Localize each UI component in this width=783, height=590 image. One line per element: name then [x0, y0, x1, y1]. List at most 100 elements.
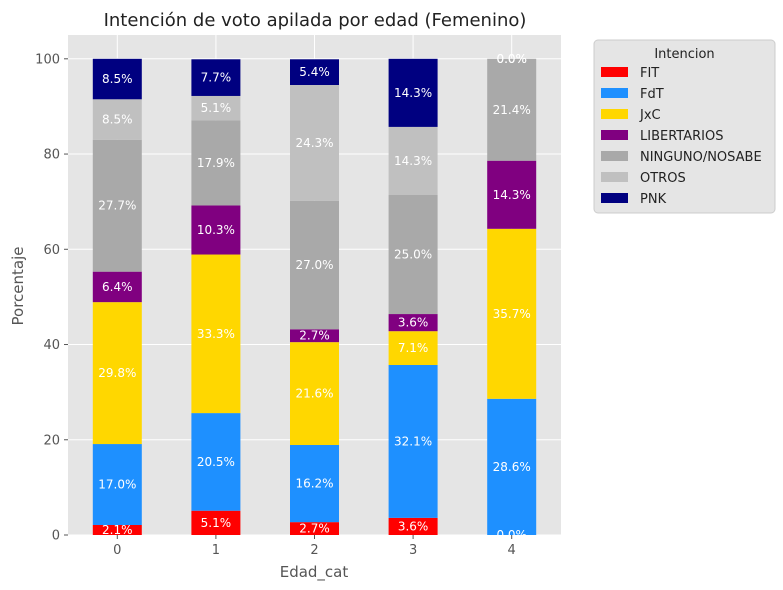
bar-segment	[290, 329, 339, 343]
legend-swatch	[601, 151, 628, 161]
bar-segment	[92, 525, 142, 535]
y-tick-label: 40	[43, 338, 60, 353]
data-label: 0.0%	[496, 52, 527, 66]
bar-segment	[92, 58, 142, 100]
y-axis-label: Porcentaje	[9, 247, 27, 326]
legend-swatch	[601, 193, 628, 203]
x-axis-label: Edad_cat	[280, 563, 349, 582]
bar-segment	[388, 365, 438, 518]
data-label: 35.7%	[493, 307, 531, 321]
bar-segment	[487, 228, 537, 399]
data-label: 27.7%	[98, 199, 136, 213]
legend-swatch	[601, 88, 628, 98]
bars-group	[92, 58, 537, 535]
y-tick-label: 0	[52, 529, 60, 544]
data-label: 2.7%	[299, 329, 330, 343]
data-label: 0.0%	[496, 52, 527, 66]
bar-segment	[290, 85, 339, 201]
bar-segment	[191, 205, 241, 255]
bar-segment	[388, 195, 438, 315]
bar-segment	[191, 413, 241, 511]
data-label: 27.0%	[295, 258, 333, 272]
bar-segment	[388, 126, 438, 195]
y-tick-label: 60	[43, 243, 60, 258]
bar-segment	[290, 59, 339, 85]
bar-segment	[92, 271, 142, 303]
legend-title: Intencion	[654, 47, 714, 62]
x-tick-label: 1	[212, 543, 220, 558]
bar-segment	[191, 254, 241, 414]
bar-segment	[290, 342, 339, 445]
bar-segment	[388, 517, 438, 535]
segment-labels-group: 2.1% 17.0% 29.8% 6.4% 27.7% 8.5% 8.5% 5.1% 20.5%…	[98, 52, 531, 542]
data-label: 14.3%	[394, 154, 432, 168]
legend-entry: JxC	[639, 108, 661, 123]
bar-segment	[388, 331, 438, 365]
data-label: 32.1%	[394, 434, 432, 448]
data-label: 28.6%	[493, 460, 531, 474]
data-label: 17.9%	[197, 156, 235, 170]
legend-entry: FIT	[640, 66, 659, 81]
legend-swatch	[601, 172, 628, 182]
data-label: 5.1%	[201, 101, 232, 115]
data-label: 2.1%	[102, 523, 133, 537]
legend-swatch	[601, 130, 628, 140]
data-label: 17.0%	[98, 478, 136, 492]
data-label: 24.3%	[295, 136, 333, 150]
bar-segment	[191, 59, 241, 96]
data-label: 6.4%	[102, 280, 133, 294]
data-label: 20.5%	[197, 455, 235, 469]
bar-segment	[388, 58, 438, 127]
legend: Intencion FIT FdT JxC LIBERTARIOS NINGUNO/NOS…	[593, 39, 776, 214]
data-label: 21.6%	[295, 387, 333, 401]
x-tick-label: 4	[508, 543, 516, 558]
chart-title: Intención de voto apilada por edad (Feme…	[104, 10, 527, 31]
legend-entry: NINGUNO/NOSABE	[640, 150, 762, 165]
bar-segment	[487, 160, 537, 229]
bar-segment	[388, 314, 438, 332]
legend-entry: PNK	[640, 192, 667, 207]
data-label: 21.4%	[493, 103, 531, 117]
bar-segment	[290, 522, 339, 535]
data-label: 2.7%	[299, 522, 330, 536]
x-tick-label: 0	[113, 543, 121, 558]
data-label: 14.3%	[394, 86, 432, 100]
data-label: 8.5%	[102, 113, 133, 127]
y-tick-label: 20	[43, 433, 60, 448]
bar-segment	[191, 510, 241, 535]
bar-segment	[487, 398, 537, 535]
data-label: 5.4%	[299, 65, 330, 79]
data-label: 5.1%	[201, 516, 232, 530]
legend-entry: LIBERTARIOS	[640, 129, 723, 144]
x-tick-label: 3	[409, 543, 417, 558]
data-label: 14.3%	[493, 188, 531, 202]
data-label: 25.0%	[394, 248, 432, 262]
legend-swatch	[601, 109, 628, 119]
y-tick-label: 80	[43, 148, 60, 163]
x-axis-ticks: 0 1 2 3 4	[113, 535, 516, 558]
bar-segment	[92, 99, 142, 140]
legend-swatch	[601, 67, 628, 77]
data-label: 29.8%	[98, 366, 136, 380]
data-label: 7.1%	[398, 341, 429, 355]
bar-segment	[290, 445, 339, 523]
data-label: 10.3%	[197, 223, 235, 237]
data-label: 3.6%	[398, 316, 429, 330]
legend-entry: FdT	[640, 87, 664, 102]
data-label: 3.6%	[398, 519, 429, 533]
data-label: 7.7%	[201, 71, 232, 85]
x-tick-label: 2	[310, 543, 318, 558]
data-label: 16.2%	[295, 477, 333, 491]
bar-segment	[191, 95, 241, 121]
legend-entry: OTROS	[640, 171, 686, 186]
bar-segment	[487, 58, 537, 161]
data-label: 8.5%	[102, 72, 133, 86]
bar-segment	[92, 302, 142, 445]
bar-segment	[191, 120, 241, 206]
y-axis-ticks: 0 20 40 60 80 100	[35, 52, 68, 544]
legend-box	[593, 39, 776, 214]
bar-segment	[92, 139, 142, 272]
bar-segment	[92, 444, 142, 525]
y-tick-label: 100	[35, 52, 60, 67]
